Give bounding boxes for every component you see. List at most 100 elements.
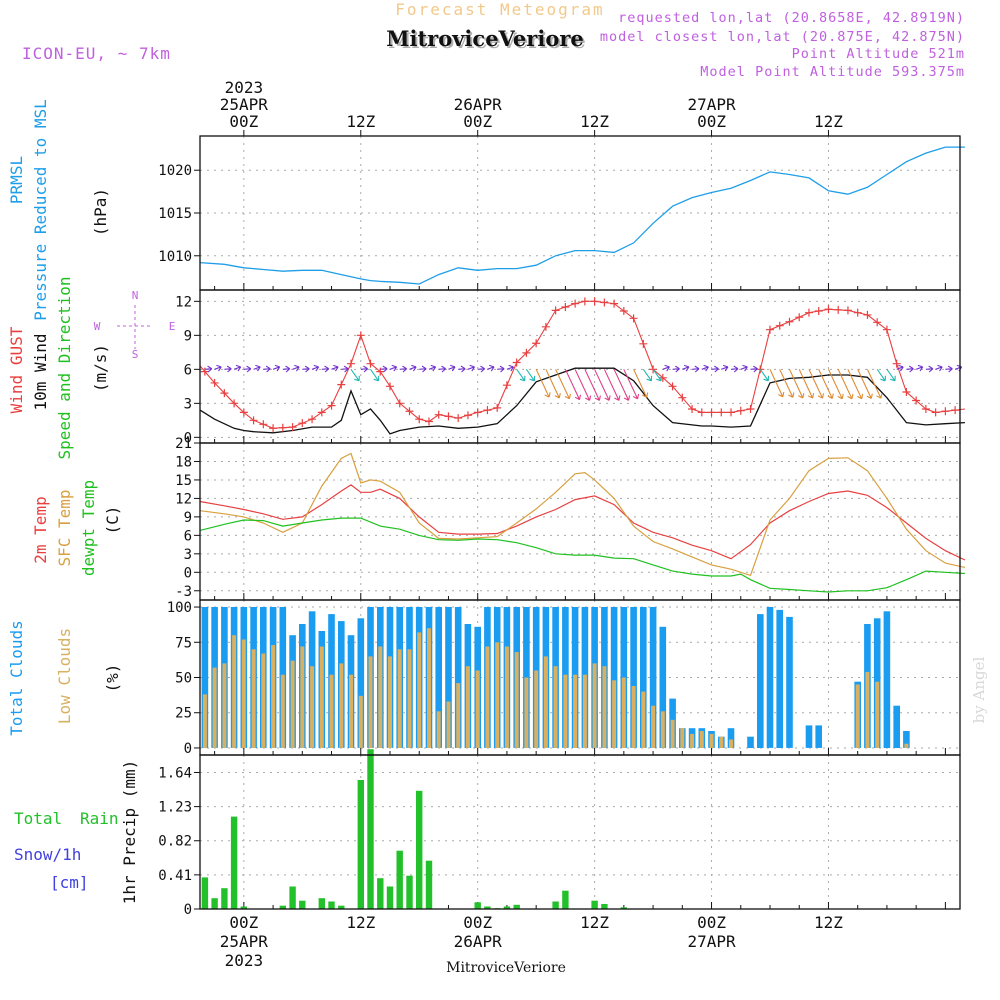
gust-marker [493,403,502,412]
temperature-ytick-label: 9 [184,510,192,526]
low-cloud-bar [573,674,578,748]
wind-direction-arrow [263,365,271,373]
wind-ytick-label: 0 [184,430,192,446]
wind-ytick-label: 9 [184,328,192,344]
precip-bar [484,906,491,909]
gust-marker [610,299,619,308]
precip-total-label: Total [14,809,62,828]
top-time-label: 27APR [687,95,736,114]
wind-direction-arrow [360,365,369,373]
gust-marker [775,321,784,330]
wind-direction-arrow [935,364,943,372]
total-cloud-bar [786,616,793,748]
gust-marker [317,408,326,417]
wind-direction-arrow [419,365,427,373]
gust-marker [308,415,317,424]
wind-direction-arrow [662,364,670,372]
precip-bar [211,898,218,909]
gust-marker [882,325,891,334]
requested-coords: requested lon,lat (20.8658E, 42.8919N) [618,10,965,26]
low-cloud-bar [612,680,617,748]
gust-marker [931,408,940,417]
low-cloud-bar [310,666,315,748]
wind-direction-arrow [389,364,398,372]
precip-ytick-label: 0.41 [158,868,192,884]
precip-bar [416,790,423,909]
pressure-line [199,146,965,285]
panels: 101010151020036912-303691215182102550751… [7,78,988,976]
precip-bar [562,890,569,909]
top-time-label: 12Z [346,112,375,131]
total-cloud-bar [435,607,442,748]
model-altitude: Model Point Altitude 593.375m [700,64,965,80]
temperature-ytick-label: -3 [175,584,192,600]
wind-direction-arrow [516,368,526,382]
gust-marker [532,339,541,348]
gust-marker [502,381,511,390]
precip-ytick-label: 1.23 [158,800,192,816]
precip-bar [425,860,433,909]
wind-direction-arrow [506,364,514,372]
total-cloud-bar [727,728,735,748]
top-time-label: 25APR [220,95,269,114]
gust-marker [600,298,609,307]
pressure-unit-label: (hPa) [91,188,110,236]
wind-direction-arrow [730,365,739,373]
precip-bar [601,904,608,909]
dewpoint-label: dewpt Temp [79,480,98,576]
gust-marker [717,408,726,417]
pressure-ytick-label: 1015 [158,206,192,222]
temperature-ytick-label: 21 [175,436,192,452]
precip-unit-label: 1hr Precip (mm) [120,760,139,905]
point-altitude: Point Altitude 521m [791,46,965,62]
gust-marker [814,306,823,315]
top-time-label: 00Z [697,112,726,131]
total-cloud-bar [610,607,618,748]
wind-line [199,367,965,435]
wind-direction-arrow [682,364,690,372]
wind-direction-arrow [525,368,536,382]
low-cloud-bar [631,686,636,748]
precip-bar [201,877,209,909]
bottom-time-label: 12Z [346,913,375,932]
gust-marker [668,382,677,391]
low-cloud-bar [280,674,285,748]
gust-marker [210,378,219,387]
wind-direction-arrow [380,365,388,373]
gust-marker [688,405,697,413]
wind-direction-arrow [818,369,834,399]
gust-marker [785,317,794,326]
wind-direction-arrow [584,369,601,401]
low-cloud-bar [855,684,860,748]
low-cloud-bar [290,660,295,748]
gust-marker [483,406,492,415]
low-cloud-bar [904,743,909,748]
wind-direction-arrow [535,369,551,398]
wind-direction-arrow [876,368,886,382]
low-cloud-bar [202,694,207,748]
low-cloud-bar [339,663,344,748]
gust-marker [561,303,570,311]
temp-2m-line [199,484,966,561]
precip-bar [513,904,520,909]
clouds-ytick-label: 75 [175,635,192,651]
low-cloud-bar [729,739,733,748]
low-cloud-bar [680,728,685,748]
precip-bar [230,816,238,909]
gust-marker [727,408,736,417]
wind-direction-arrow [564,369,582,401]
low-cloud-bar [329,674,334,748]
precip-bar [396,850,403,909]
low-cloud-bar [397,649,402,748]
total-cloud-bar [523,607,530,748]
top-time-label: 00Z [463,112,492,131]
gust-marker [395,399,404,408]
low-cloud-bar [582,674,587,748]
total-clouds-label: Total Clouds [7,620,26,736]
closest-coords: model closest lon,lat (20.875E, 42.875N) [599,29,965,45]
watermark: by Angel [970,656,988,723]
low-cloud-bar [300,646,305,748]
sfc-temp-line [199,452,966,577]
gust-marker [522,348,531,357]
wind-direction-arrow [399,365,408,373]
